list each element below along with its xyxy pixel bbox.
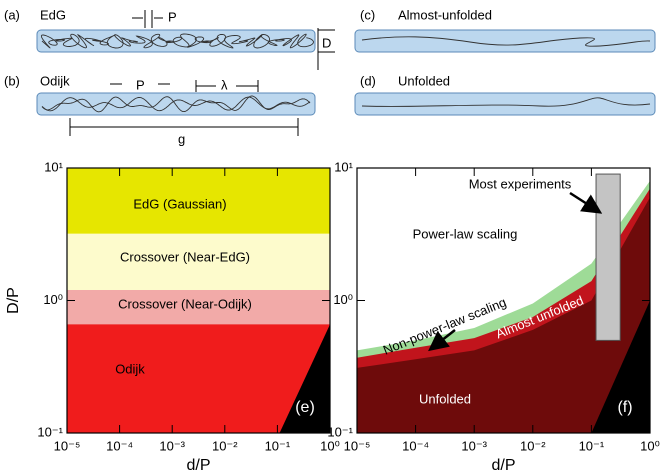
panel-title: EdG <box>40 7 66 22</box>
region-label: Crossover (Near-Odijk) <box>118 296 252 311</box>
dim-label: P <box>168 9 177 24</box>
arrow-group <box>428 191 603 352</box>
polymer <box>361 36 651 47</box>
arrow <box>569 191 603 214</box>
region <box>357 197 650 433</box>
x-tick-label: 10⁻⁴ <box>402 438 429 453</box>
x-tick-label: 10⁰ <box>320 438 340 453</box>
excluded-region <box>591 300 650 433</box>
x-tick-label: 10⁻¹ <box>579 438 605 453</box>
panel-title: Unfolded <box>398 73 450 88</box>
x-tick-label: 10⁰ <box>640 438 660 453</box>
tube <box>354 29 656 53</box>
y-tick-label: 10⁻¹ <box>37 424 63 439</box>
dim-label: g <box>178 131 185 146</box>
panel-title: Odijk <box>40 73 70 88</box>
x-tick-label: 10⁻¹ <box>265 438 291 453</box>
plot-area <box>67 168 330 433</box>
y-tick-label: 10⁰ <box>333 292 353 307</box>
y-axis-label: D/P <box>5 287 22 314</box>
excluded-region <box>279 324 330 433</box>
polymer <box>361 97 651 107</box>
panel-label: (e) <box>295 399 315 416</box>
x-tick-label: 10⁻³ <box>461 438 487 453</box>
x-tick-label: 10⁻⁵ <box>344 438 371 453</box>
x-tick-label: 10⁻² <box>212 438 238 453</box>
region-label: Odijk <box>115 361 145 376</box>
y-tick-label: 10⁻¹ <box>327 424 353 439</box>
x-tick-label: 10⁻³ <box>159 438 185 453</box>
plot-area <box>357 168 650 433</box>
tube <box>36 29 316 53</box>
experiments-box <box>595 173 621 341</box>
box-label: Most experiments <box>469 176 572 191</box>
panel-label: (a) <box>4 7 20 22</box>
dim-label: P <box>136 77 145 92</box>
x-tick-label: 10⁻² <box>520 438 546 453</box>
region-label: EdG (Gaussian) <box>133 196 226 211</box>
polymer <box>41 96 311 112</box>
tube <box>354 92 656 116</box>
x-axis-label: d/P <box>491 457 515 474</box>
x-axis-label: d/P <box>186 457 210 474</box>
y-tick-label: 10¹ <box>334 159 353 174</box>
panel-title: Almost-unfolded <box>398 7 492 22</box>
panel-label: (b) <box>4 73 20 88</box>
x-tick-label: 10⁻⁵ <box>54 438 81 453</box>
dim-label: D <box>322 35 331 50</box>
region-label: Crossover (Near-EdG) <box>120 249 250 264</box>
polymer-group <box>40 33 651 113</box>
x-tick-label: 10⁻⁴ <box>106 438 133 453</box>
tube <box>36 92 316 116</box>
y-tick-label: 10⁰ <box>43 292 63 307</box>
region-label: Unfolded <box>419 391 471 406</box>
dim-label: λ <box>221 77 228 92</box>
panel-label: (d) <box>360 73 376 88</box>
y-tick-label: 10¹ <box>44 159 63 174</box>
region <box>67 324 330 433</box>
panel-label: (f) <box>617 399 632 416</box>
polymer <box>40 33 314 49</box>
panel-label: (c) <box>360 7 375 22</box>
arrow <box>428 329 456 352</box>
region-label: Power-law scaling <box>413 226 518 241</box>
